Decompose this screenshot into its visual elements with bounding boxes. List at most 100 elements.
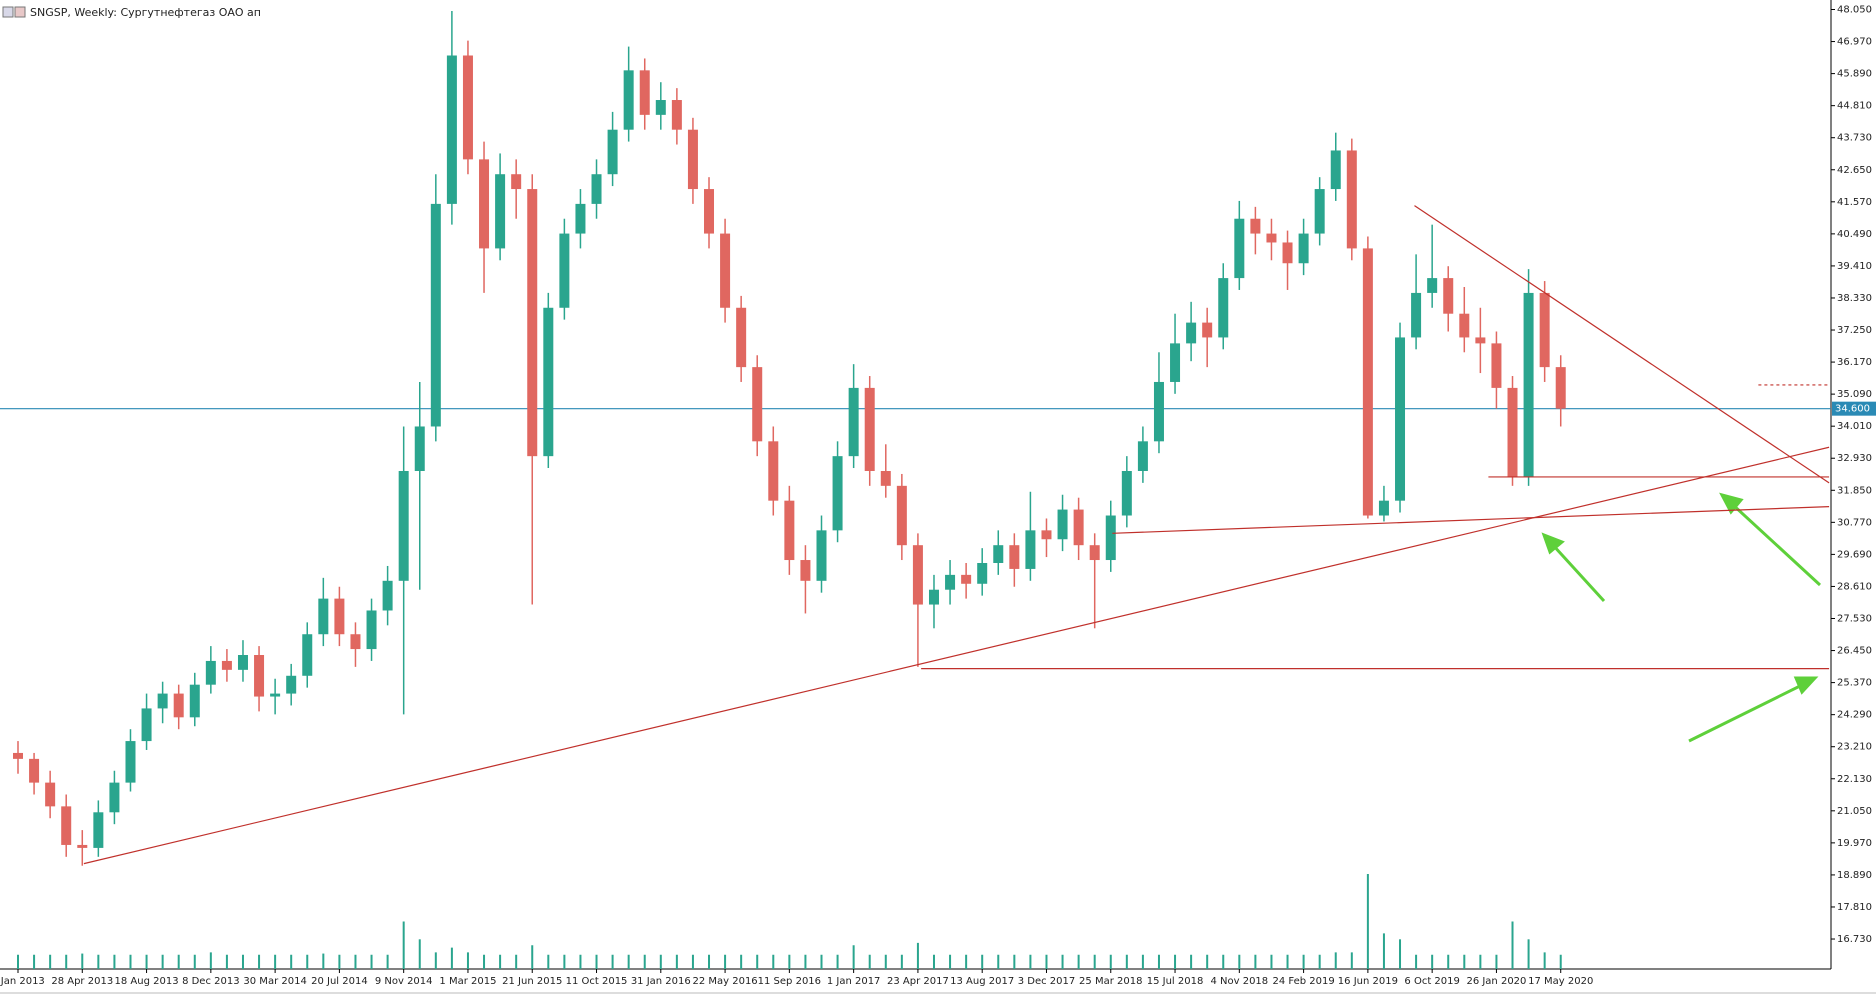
candle-body (736, 307, 747, 368)
volume-bar (804, 954, 807, 969)
volume-bar (1254, 954, 1257, 969)
y-tick-label: 41.570 (1837, 197, 1872, 208)
y-tick-label: 45.890 (1837, 69, 1872, 80)
candle-body (1346, 150, 1357, 249)
volume-bar (1463, 954, 1466, 969)
volume-bar (1382, 933, 1385, 969)
candle-body (1266, 233, 1277, 243)
y-tick-label: 37.250 (1837, 325, 1872, 336)
y-tick-label: 30.770 (1837, 517, 1872, 528)
candle-body (109, 782, 120, 813)
candle-body (671, 100, 682, 130)
volume-bar (981, 954, 984, 969)
candle-body (29, 758, 40, 783)
candle-body (720, 233, 731, 308)
volume-bar (65, 954, 68, 969)
y-tick-label: 16.730 (1837, 934, 1872, 945)
volume-bar (691, 954, 694, 969)
candle-body (382, 580, 393, 611)
x-tick-label: 20 Jul 2014 (311, 976, 368, 987)
candle-body (768, 441, 779, 501)
candle-body (189, 684, 200, 718)
volume-bar (1109, 954, 1112, 969)
candle-body (832, 456, 843, 531)
candle-body (270, 693, 281, 697)
candle-body (1395, 337, 1406, 501)
volume-bar (81, 953, 84, 969)
volume-bar (33, 954, 36, 969)
volume-bar (1270, 954, 1273, 969)
volume-bar (1511, 921, 1514, 969)
candle-body (157, 693, 168, 709)
candle-body (1202, 322, 1213, 338)
candle-body (366, 610, 377, 650)
candle-body (1218, 278, 1229, 338)
volume-bar (515, 954, 518, 969)
volume-bar (97, 954, 100, 969)
x-tick-label: 31 Jan 2016 (631, 976, 691, 987)
y-tick-label: 35.090 (1837, 389, 1872, 400)
candle-body (1105, 515, 1116, 561)
candle-body (254, 655, 265, 697)
y-tick-label: 27.530 (1837, 613, 1872, 624)
candle-body (1234, 218, 1245, 279)
volume-bar (338, 954, 341, 969)
candle-body (945, 574, 956, 590)
candle-body (1378, 500, 1389, 516)
candle-body (1170, 343, 1181, 382)
arrow-head (1541, 532, 1565, 555)
volume-bar (161, 954, 164, 969)
volume-bar (884, 954, 887, 969)
arrow (1730, 502, 1822, 587)
candle-body (173, 693, 184, 718)
candle-body (704, 189, 715, 234)
price-label-box (1832, 401, 1876, 416)
volume-bar (531, 945, 534, 969)
volume-bar (932, 954, 935, 969)
chart-title: SNGSP, Weekly: Сургутнефтегаз ОАО ап (30, 6, 261, 19)
x-tick-label: 3 Dec 2017 (1018, 976, 1076, 987)
volume-bar (113, 954, 116, 969)
candle-body (1250, 218, 1261, 234)
volume-bar (370, 954, 373, 969)
volume-bar (209, 952, 212, 969)
candle-body (286, 675, 297, 694)
candle-body (414, 426, 425, 471)
y-tick-label: 18.890 (1837, 870, 1872, 881)
candle-body (1459, 313, 1470, 338)
candle-body (221, 660, 232, 670)
candle-body (623, 70, 634, 130)
candle-body (430, 203, 441, 427)
x-tick-label: 6 Oct 2019 (1404, 976, 1459, 987)
y-tick-label: 32.930 (1837, 453, 1872, 464)
volume-bar (1222, 954, 1225, 969)
volume-bar (1527, 939, 1530, 969)
candle-body (880, 470, 891, 486)
candle-body (543, 307, 554, 457)
volume-bar (1141, 954, 1144, 969)
y-tick-label: 31.850 (1837, 485, 1872, 496)
arrow-head (1719, 492, 1744, 515)
candle-body (495, 174, 506, 249)
volume-bar (1366, 874, 1369, 969)
y-tick-label: 38.330 (1837, 293, 1872, 304)
y-tick-label: 22.130 (1837, 774, 1872, 785)
x-tick-label: 22 May 2016 (692, 976, 757, 987)
candle-body (1282, 242, 1293, 264)
candle-body (1186, 322, 1197, 344)
candle-body (1475, 337, 1486, 344)
candle-body (1073, 509, 1084, 546)
candle-body (559, 233, 570, 308)
candle-body (1153, 381, 1164, 442)
volume-bar (499, 954, 502, 969)
candle-body (961, 574, 972, 584)
volume-bar (177, 954, 180, 969)
volume-bar (836, 954, 839, 969)
candle-body (575, 203, 586, 234)
volume-bar (386, 954, 389, 969)
candle-body (527, 189, 538, 457)
y-tick-label: 24.290 (1837, 710, 1872, 721)
candle-body (1555, 367, 1566, 409)
x-tick-label: 11 Sep 2016 (758, 976, 821, 987)
